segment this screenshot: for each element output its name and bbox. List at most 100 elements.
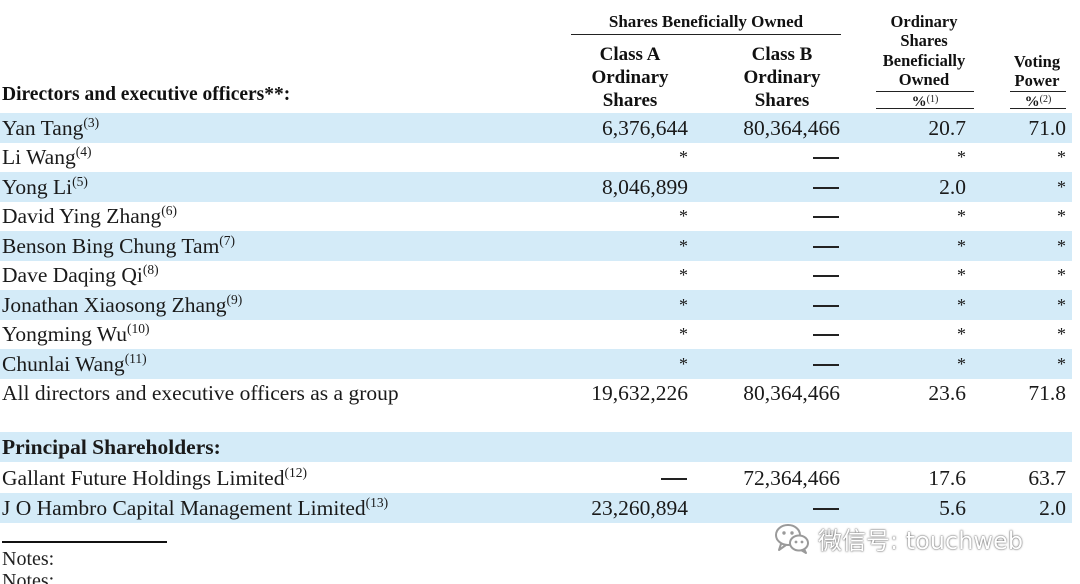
table-row: David Ying Zhang(6) * * * bbox=[0, 201, 1072, 231]
class-b-value-dash bbox=[813, 216, 839, 218]
table-row: Dave Daqing Qi(8) * * * bbox=[0, 260, 1072, 290]
class-a-value: * bbox=[679, 147, 688, 167]
principal-section-row: Principal Shareholders: bbox=[0, 432, 1072, 462]
class-b-value: 80,364,466 bbox=[743, 381, 840, 405]
holder-name-text: All directors and executive officers as … bbox=[2, 381, 399, 405]
footnote-ref: (5) bbox=[72, 174, 88, 189]
table-row: Gallant Future Holdings Limited(12) 72,36… bbox=[0, 463, 1072, 493]
principal-section-title: Principal Shareholders: bbox=[2, 435, 221, 459]
holder-name: Dave Daqing Qi(8) bbox=[2, 260, 159, 290]
ordinary-pct-value: * bbox=[957, 354, 966, 374]
footnote-ref: (2) bbox=[1039, 94, 1052, 105]
class-a-value: * bbox=[679, 354, 688, 374]
voting-pct-value: * bbox=[1057, 206, 1066, 226]
voting-pct-value: * bbox=[1057, 147, 1066, 167]
shares-beneficially-owned-header: Shares Beneficially Owned bbox=[571, 13, 841, 35]
table-row: Yong Li(5) 8,046,899 2.0 * bbox=[0, 172, 1072, 202]
class-a-value: * bbox=[679, 265, 688, 285]
footnote-ref: (8) bbox=[142, 262, 159, 277]
class-b-value-dash bbox=[813, 305, 839, 307]
class-a-value: * bbox=[679, 236, 688, 256]
holder-name-text: Chunlai Wang bbox=[2, 352, 125, 376]
voting-percent-header: %(2) bbox=[1010, 91, 1066, 110]
wechat-watermark: 微信号: touchweb bbox=[772, 518, 1023, 558]
directors-section-title: Directors and executive officers**: bbox=[2, 84, 291, 105]
class-b-value: 72,364,466 bbox=[743, 466, 840, 490]
holder-name-text: Li Wang bbox=[2, 145, 76, 169]
ordinary-pct-value: * bbox=[957, 265, 966, 285]
footnote-ref: (11) bbox=[124, 351, 147, 366]
voting-pct-value: * bbox=[1057, 354, 1066, 374]
class-b-value-dash bbox=[813, 187, 839, 189]
holder-name-text: Yan Tang bbox=[2, 116, 84, 140]
ordinary-pct-value: 2.0 bbox=[939, 175, 966, 199]
table-row: All directors and executive officers as … bbox=[0, 378, 1072, 408]
class-a-value: 23,260,894 bbox=[591, 496, 688, 520]
holder-name: Chunlai Wang(11) bbox=[2, 349, 147, 379]
holder-name: Gallant Future Holdings Limited(12) bbox=[2, 463, 307, 493]
footnote-ref: (6) bbox=[161, 203, 177, 218]
class-a-value: 8,046,899 bbox=[602, 175, 688, 199]
footnote-ref: (4) bbox=[75, 144, 92, 159]
table-row: J O Hambro Capital Management Limited(13… bbox=[0, 493, 1072, 523]
voting-pct-value: 71.8 bbox=[1028, 381, 1066, 405]
holder-name-text: J O Hambro Capital Management Limited bbox=[2, 496, 366, 520]
ordinary-pct-value: * bbox=[957, 236, 966, 256]
table-row: Yan Tang(3) 6,376,644 80,364,466 20.7 71.0 bbox=[0, 113, 1072, 143]
class-a-header: Class A Ordinary Shares bbox=[572, 43, 688, 115]
holder-name-text: Benson Bing Chung Tam bbox=[2, 234, 220, 258]
footnote-ref: (3) bbox=[83, 115, 100, 130]
holder-name: David Ying Zhang(6) bbox=[2, 201, 177, 231]
class-a-value: * bbox=[679, 206, 688, 226]
voting-pct-value: 2.0 bbox=[1039, 496, 1066, 520]
footnote-ref: (9) bbox=[226, 292, 243, 307]
footnote-ref: (10) bbox=[127, 321, 150, 336]
holder-name-text: Yongming Wu bbox=[2, 322, 127, 346]
class-b-value-dash bbox=[813, 508, 839, 510]
class-b-value-dash bbox=[813, 275, 839, 277]
class-b-value-dash bbox=[813, 157, 839, 159]
ordinary-pct-value: * bbox=[957, 147, 966, 167]
percent-symbol: % bbox=[1024, 94, 1040, 110]
notes-label-duplicate: Notes: bbox=[2, 570, 55, 584]
class-b-value-dash bbox=[813, 364, 839, 366]
class-b-value: 80,364,466 bbox=[743, 116, 840, 140]
class-b-value-dash bbox=[813, 334, 839, 336]
holder-name: Li Wang(4) bbox=[2, 142, 91, 172]
voting-pct-value: * bbox=[1057, 265, 1066, 285]
ordinary-pct-value: 23.6 bbox=[928, 381, 966, 405]
holder-name: Yong Li(5) bbox=[2, 172, 88, 202]
class-b-value-dash bbox=[813, 246, 839, 248]
table-row: Benson Bing Chung Tam(7) * * * bbox=[0, 231, 1072, 261]
class-b-header: Class B Ordinary Shares bbox=[724, 43, 840, 115]
footnote-ref: (1) bbox=[926, 94, 939, 105]
class-a-value: 19,632,226 bbox=[591, 381, 688, 405]
wechat-icon bbox=[775, 524, 809, 554]
voting-pct-value: 71.0 bbox=[1028, 116, 1066, 140]
ordinary-pct-value: * bbox=[957, 324, 966, 344]
table-row: Li Wang(4) * * * bbox=[0, 142, 1072, 172]
holder-name: Benson Bing Chung Tam(7) bbox=[2, 231, 235, 261]
watermark-text: 微信号: touchweb bbox=[818, 526, 1024, 555]
holder-name: J O Hambro Capital Management Limited(13… bbox=[2, 493, 388, 523]
ordinary-shares-header: Ordinary Shares Beneficially Owned bbox=[882, 12, 966, 89]
percent-symbol: % bbox=[911, 94, 927, 110]
voting-pct-value: 63.7 bbox=[1028, 466, 1066, 490]
class-a-value-dash bbox=[661, 478, 687, 480]
voting-pct-value: * bbox=[1057, 295, 1066, 315]
footnote-ref: (13) bbox=[365, 495, 389, 510]
voting-power-header: Voting Power bbox=[1013, 52, 1061, 91]
class-a-value: * bbox=[679, 324, 688, 344]
ordinary-percent-header: %(1) bbox=[876, 91, 974, 110]
footnote-ref: (7) bbox=[219, 233, 236, 248]
table-row: Chunlai Wang(11) * * * bbox=[0, 349, 1072, 379]
footnote-ref: (12) bbox=[284, 465, 307, 480]
class-a-value: 6,376,644 bbox=[602, 116, 688, 140]
holder-name-text: Jonathan Xiaosong Zhang bbox=[2, 293, 227, 317]
notes-divider bbox=[2, 541, 167, 543]
ordinary-pct-value: 5.6 bbox=[939, 496, 966, 520]
ordinary-pct-value: 17.6 bbox=[928, 466, 966, 490]
ordinary-pct-value: 20.7 bbox=[928, 116, 966, 140]
table-row: Yongming Wu(10) * * * bbox=[0, 319, 1072, 349]
